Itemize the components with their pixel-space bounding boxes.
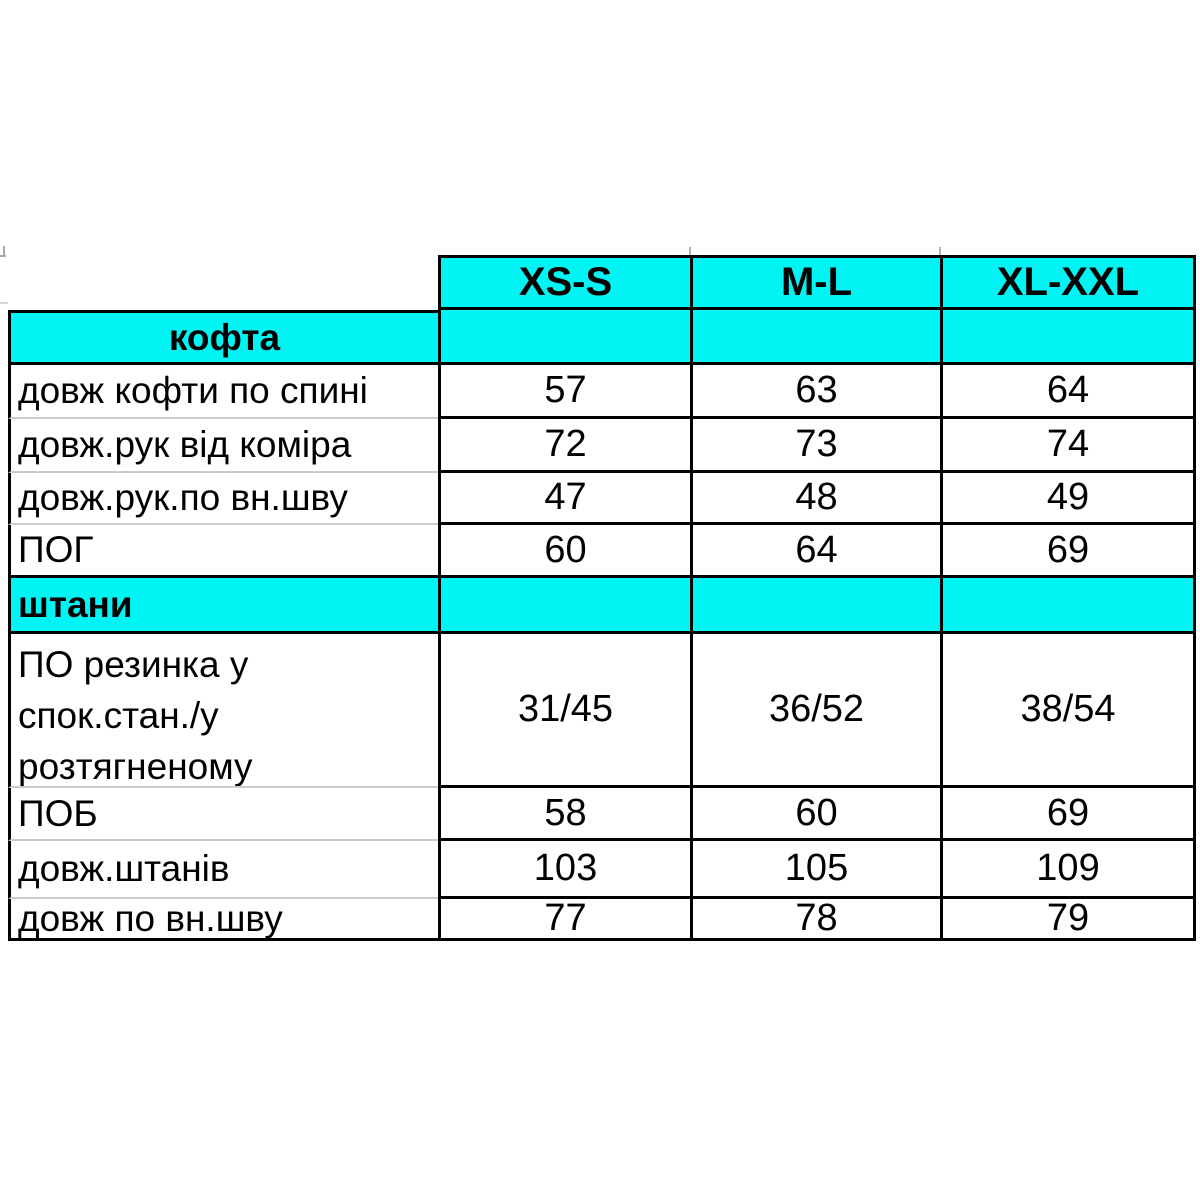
value-cell: 49: [940, 473, 1196, 525]
value-cell: 47: [438, 473, 690, 525]
value-cell: 60: [438, 525, 690, 578]
row-label-inner-seam-length: довж по вн.шву: [8, 899, 438, 941]
value-cell: 64: [940, 365, 1196, 419]
section-cell: [940, 578, 1196, 634]
value-cell: 73: [690, 419, 940, 473]
column-header-m-l: M-L: [690, 255, 940, 310]
section-cell: [690, 578, 940, 634]
value-cell: 69: [940, 525, 1196, 578]
row-label-po-elastic: ПО резинка у спок.стан./у розтягненому: [8, 634, 438, 788]
gridline-artifact: [689, 247, 691, 255]
value-cell: 58: [438, 788, 690, 841]
row-label-sleeve-inner-seam: довж.рук.по вн.шву: [8, 473, 438, 525]
value-cell: 38/54: [940, 634, 1196, 788]
row-label-sleeve-from-collar: довж.рук від коміра: [8, 419, 438, 473]
row-label-pants-length: довж.штанів: [8, 841, 438, 899]
column-header-xl-xxl: XL-XXL: [940, 255, 1196, 310]
value-cell: 103: [438, 841, 690, 899]
column-header-xs-s: XS-S: [438, 255, 690, 310]
section-cell: [690, 310, 940, 365]
row-label-pob: ПОБ: [8, 788, 438, 841]
row-label-back-length: довж кофти по спині: [8, 365, 438, 419]
label-line: ПО резинка у: [18, 644, 249, 685]
value-cell: 64: [690, 525, 940, 578]
value-cell: 31/45: [438, 634, 690, 788]
section-cell: [940, 310, 1196, 365]
gridline-artifact: [0, 255, 6, 257]
value-cell: 60: [690, 788, 940, 841]
row-label-pog: ПОГ: [8, 525, 438, 578]
empty-corner-cell: [8, 255, 438, 310]
value-cell: 57: [438, 365, 690, 419]
value-cell: 77: [438, 899, 690, 941]
value-cell: 109: [940, 841, 1196, 899]
label-line: розтягненому: [18, 746, 253, 787]
value-cell: 105: [690, 841, 940, 899]
value-cell: 72: [438, 419, 690, 473]
section-cell: [438, 310, 690, 365]
section-header-kofta: кофта: [8, 310, 438, 365]
value-cell: 79: [940, 899, 1196, 941]
value-cell: 36/52: [690, 634, 940, 788]
value-cell: 69: [940, 788, 1196, 841]
gridline-artifact: [939, 247, 941, 255]
section-cell: [438, 578, 690, 634]
value-cell: 63: [690, 365, 940, 419]
value-cell: 48: [690, 473, 940, 525]
size-chart-table: XS-S M-L XL-XXL кофта довж кофти по спин…: [8, 255, 1196, 941]
section-header-shtany: штани: [8, 578, 438, 634]
gridline-artifact: [3, 246, 5, 257]
value-cell: 74: [940, 419, 1196, 473]
label-line: спок.стан./у: [18, 695, 219, 736]
value-cell: 78: [690, 899, 940, 941]
